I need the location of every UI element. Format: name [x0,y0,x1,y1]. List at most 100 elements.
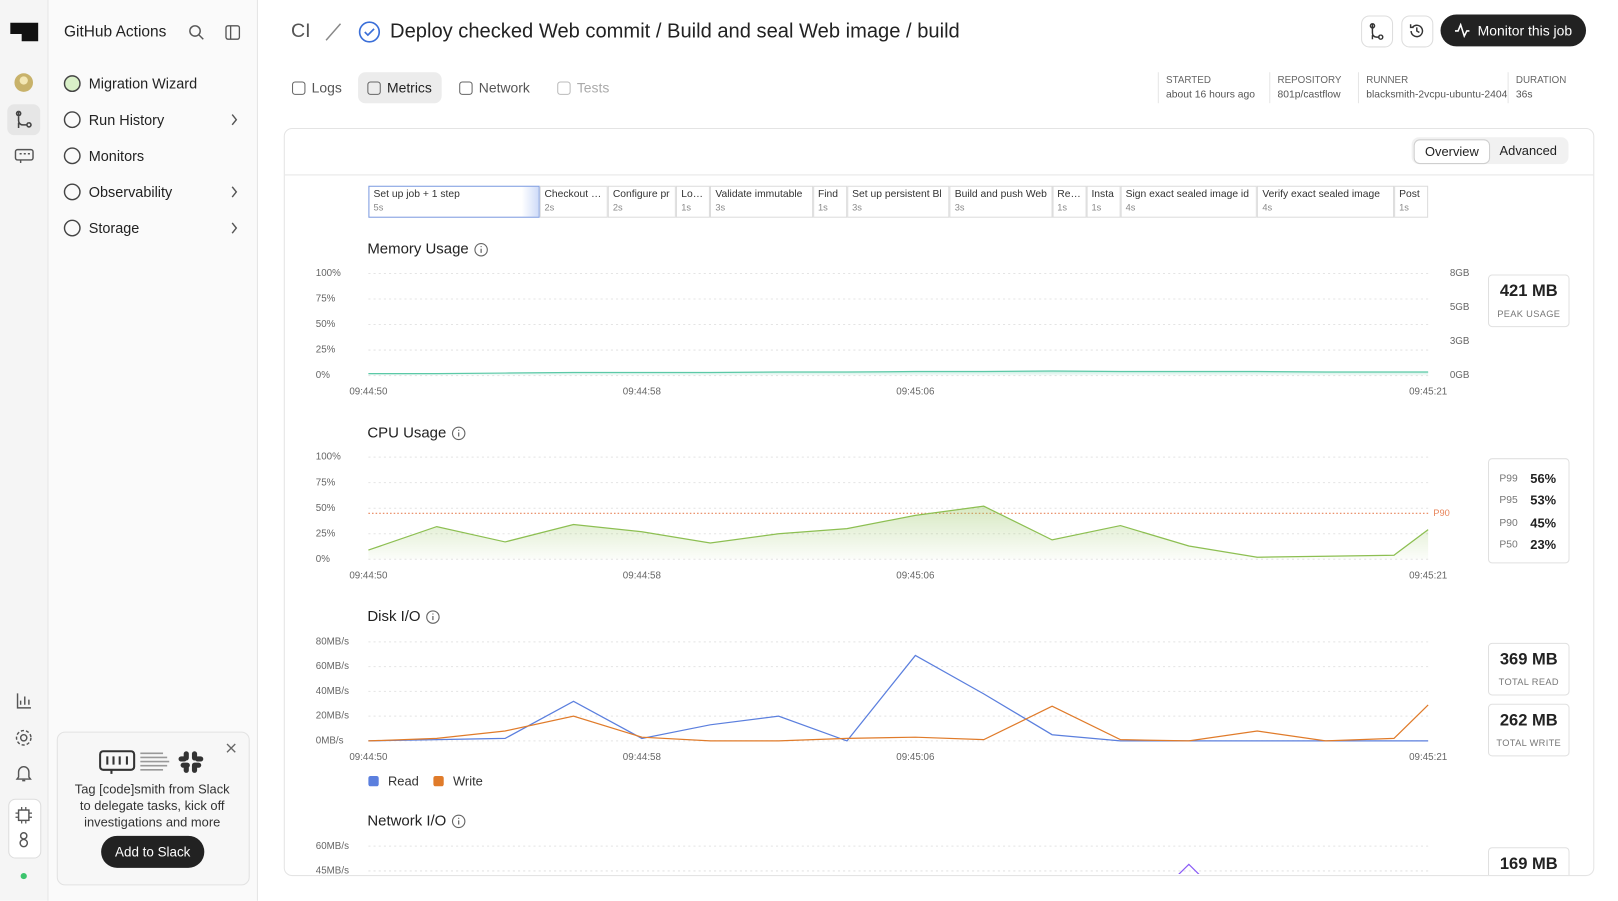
rail-icon[interactable] [15,806,32,824]
step[interactable]: Checkout the 2s [539,185,608,218]
page-title: Deploy checked Web commit / Build and se… [390,20,960,43]
meta-label: RUNNER [1366,74,1409,87]
y-tick-label: 100% [316,452,341,463]
status-dot [20,872,27,880]
stat-box: P99 56% P95 53% P90 45% P50 23% [1487,458,1570,564]
x-tick-label: 09:45:21 [1409,570,1447,581]
logo [10,22,39,42]
chart-title: Disk I/O [367,608,420,625]
stat-value: 421 MB [1499,282,1558,301]
rail-icon[interactable] [15,765,32,783]
chart-title: CPU Usage [367,424,446,441]
nav-item[interactable] [57,140,249,171]
stat-label: P90 [1499,517,1518,529]
history-icon [1409,24,1424,38]
x-tick-label: 09:45:21 [1409,387,1447,398]
step[interactable]: Insta 1s [1086,185,1121,218]
tab[interactable]: Network [478,79,530,96]
step-duration: 5s [373,202,384,213]
stat-label: PEAK USAGE [1497,308,1561,319]
tab[interactable]: Metrics [386,79,432,96]
activity-icon [1454,22,1470,39]
github-button[interactable] [1361,15,1394,48]
nav-icon-shape [63,111,81,129]
y-tick-label: 60MB/s [316,841,349,852]
y2-tick-label: 5GB [1450,302,1470,313]
nav-icon [63,111,81,129]
chevron-shape [231,222,238,234]
nav-icon [63,183,81,201]
nav-icon-shape [63,75,81,93]
y2-tick-label: 3GB [1450,336,1470,347]
panel-icon[interactable] [225,25,241,40]
monitor-button[interactable] [1440,14,1587,47]
breadcrumb[interactable]: CI [290,20,311,43]
metrics-panel: Overview Advanced Set up job + 1 step 5s Ch… [283,127,1595,877]
step-duration: 1s [1091,202,1102,213]
rail-icon[interactable] [14,729,33,748]
toggle-option[interactable]: Overview [1413,139,1491,165]
stat-value: 169 MB [1499,855,1558,873]
meta-label: STARTED [1166,74,1211,87]
brand: GitHub Actions [63,23,167,41]
nav-label: Observability [88,183,173,201]
chart-title: Network I/O [367,812,446,829]
area [368,371,1429,376]
y2-tick-label: 8GB [1450,268,1470,279]
x-tick-label: 09:44:58 [623,570,662,581]
step[interactable]: Set up job + 1 step 5s [368,185,540,218]
step-duration: 2s [612,202,623,213]
rail-icon[interactable] [19,832,29,849]
line [368,654,1429,742]
x-tick-label: 09:44:50 [349,570,388,581]
step[interactable]: Login 1s [676,185,711,218]
stat-value: 53% [1530,493,1557,509]
step[interactable]: Set up persistent Bl 3s [846,185,950,218]
nav-item[interactable] [57,213,249,244]
github-icon [1369,23,1384,40]
history-button[interactable] [1401,15,1434,48]
rail-active[interactable] [7,104,41,136]
y-tick-label: 0% [316,554,330,565]
stat-box: 262 MB TOTAL WRITE [1487,703,1570,757]
tab[interactable]: Logs [311,79,342,96]
rail-icon[interactable] [14,148,35,165]
toggle-option[interactable]: Advanced [1499,143,1557,158]
step[interactable]: Find 1s [812,185,847,218]
legend-label: Read [388,774,419,789]
slash [325,23,342,41]
meta-divider [1269,72,1271,104]
search-icon[interactable] [189,25,204,40]
step[interactable]: Verify exact sealed image 4s [1257,185,1394,218]
step-duration: 3s [715,202,726,213]
step-duration: 1s [681,202,692,213]
rail-icon[interactable] [15,692,32,709]
tab-icon [367,81,381,95]
chevron [231,222,238,234]
chart-group: Memory Usage100%75%50%25%0%8GB5GB3GB0GB0… [316,241,1470,875]
nav-label: Migration Wizard [88,75,198,92]
status-icon [358,21,381,43]
step[interactable]: Resol 1s [1052,185,1087,218]
step[interactable]: Build and push Web 3s [949,185,1053,218]
step[interactable]: Configure pr 2s [607,185,677,218]
stat-box: 421 MB PEAK USAGE [1487,274,1570,328]
x-tick-label: 09:44:58 [623,387,662,398]
step-duration: 1s [817,202,828,213]
step[interactable]: Validate immutable 3s [710,185,813,218]
close-icon[interactable] [226,743,236,753]
y-tick-label: 20MB/s [316,711,349,722]
step[interactable]: Sign exact sealed image id 4s [1120,185,1258,218]
nav-icon [63,219,81,237]
stat-box: 369 MB TOTAL READ [1487,642,1570,696]
meta-label: REPOSITORY [1277,74,1342,87]
add-to-slack-button[interactable]: Add to Slack [101,835,205,868]
chevron-shape [231,114,238,126]
step-duration: 1s [1399,202,1409,213]
info-icon [426,610,440,624]
meta-value: blacksmith-2vcpu-ubuntu-2404 [1366,89,1508,101]
area [368,506,1429,560]
step[interactable]: Post 1s [1393,185,1429,218]
y2-tick-label: 0GB [1450,370,1470,381]
y-tick-label: 25% [316,345,336,356]
